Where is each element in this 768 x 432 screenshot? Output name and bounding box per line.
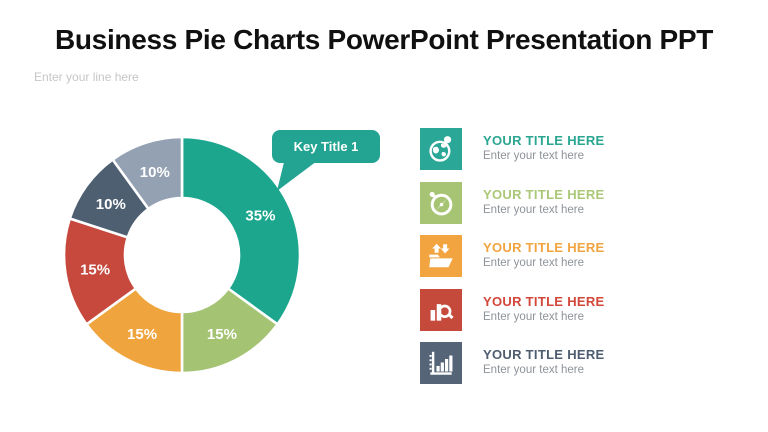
info-list: YOUR TITLE HERE Enter your text here YOU… xyxy=(420,128,605,384)
donut-slice-labels: 35% 15% 15% 15% 10% 10% xyxy=(80,164,275,343)
list-item: YOUR TITLE HERE Enter your text here xyxy=(420,181,605,224)
pie-slice-label: 10% xyxy=(96,196,126,213)
item-subtitle: Enter your text here xyxy=(483,364,584,376)
item-subtitle: Enter your text here xyxy=(483,150,584,162)
donut-slices xyxy=(62,135,302,375)
item-title: YOUR TITLE HERE xyxy=(483,133,605,148)
callout-box xyxy=(272,130,380,163)
callout: Key Title 1 xyxy=(272,130,380,191)
item-subtitle: Enter your text here xyxy=(483,257,584,269)
pie-slice-label: 15% xyxy=(207,326,237,343)
slide-title: Business Pie Charts PowerPoint Presentat… xyxy=(54,24,714,55)
folder-transfer-icon xyxy=(420,235,462,277)
item-subtitle: Enter your text here xyxy=(483,310,584,323)
pie-slice-label: 15% xyxy=(127,326,157,343)
item-title: YOUR TITLE HERE xyxy=(483,347,605,362)
item-subtitle: Enter your text here xyxy=(483,203,584,216)
callout-label: Key Title 1 xyxy=(294,139,359,154)
pie-slice-label: 10% xyxy=(140,164,170,181)
list-item: YOUR TITLE HERE Enter your text here xyxy=(420,342,605,384)
stopwatch-icon xyxy=(420,181,462,224)
callout-tail xyxy=(277,158,321,191)
bar-graph-icon xyxy=(420,342,462,384)
list-item: YOUR TITLE HERE Enter your text here xyxy=(420,128,605,170)
slide-tagline-placeholder: Enter your line here xyxy=(34,70,139,84)
pie-slice xyxy=(180,135,302,326)
chart-magnifier-icon xyxy=(420,288,462,331)
pie-slice-label: 35% xyxy=(245,208,275,225)
globe-pin-icon xyxy=(420,128,462,170)
pie-slice-label: 15% xyxy=(80,261,110,278)
donut-chart: 35% 15% 15% 15% 10% 10% Key Title 1 xyxy=(62,130,380,375)
item-title: YOUR TITLE HERE xyxy=(483,186,605,202)
item-title: YOUR TITLE HERE xyxy=(483,240,605,255)
item-title: YOUR TITLE HERE xyxy=(483,293,605,309)
list-item: YOUR TITLE HERE Enter your text here xyxy=(420,288,605,331)
list-item: YOUR TITLE HERE Enter your text here xyxy=(420,235,605,277)
pie-slice xyxy=(111,135,184,211)
